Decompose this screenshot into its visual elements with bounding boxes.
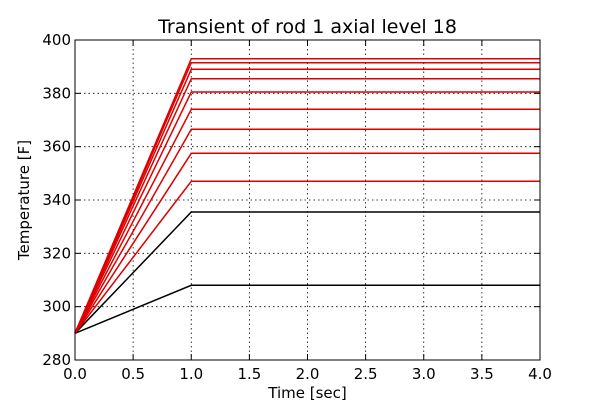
series-line-2 — [74, 211, 540, 334]
y-tick-label: 340 — [42, 191, 71, 209]
series-line-9 — [74, 68, 540, 334]
x-tick-label: 3.0 — [412, 365, 436, 383]
x-tick-label: 2.0 — [296, 365, 320, 383]
y-tick-label: 360 — [42, 138, 71, 156]
x-tick-label: 3.5 — [470, 365, 494, 383]
x-tick-label: 1.5 — [237, 365, 261, 383]
series-line-8 — [74, 77, 540, 334]
series-line-1 — [74, 284, 540, 334]
series-line-11 — [74, 57, 540, 334]
series-line-3 — [74, 180, 540, 334]
x-tick-label: 0.5 — [121, 365, 145, 383]
y-tick-label: 400 — [42, 31, 71, 49]
series-line-6 — [74, 108, 540, 334]
y-tick-label: 300 — [42, 298, 71, 316]
series-line-5 — [74, 128, 540, 334]
series-group — [74, 57, 540, 334]
series-line-4 — [74, 152, 540, 334]
series-line-7 — [74, 91, 540, 334]
chart-title: Transient of rod 1 axial level 18 — [157, 16, 457, 38]
x-tick-label: 1.0 — [179, 365, 203, 383]
x-tick-label: 0.0 — [63, 365, 87, 383]
y-tick-label: 280 — [42, 351, 71, 369]
x-tick-label: 4.0 — [528, 365, 552, 383]
y-tick-label: 380 — [42, 84, 71, 102]
y-axis-label: Temperature [F] — [15, 140, 33, 261]
ticks: 0.0 0.5 1.0 1.5 2.0 2.5 3.0 3.5 4.0 280 300 320 340 3… — [42, 31, 552, 383]
y-tick-label: 320 — [42, 244, 71, 262]
x-tick-label: 2.5 — [354, 365, 378, 383]
x-axis-label: Time [sec] — [267, 384, 346, 400]
